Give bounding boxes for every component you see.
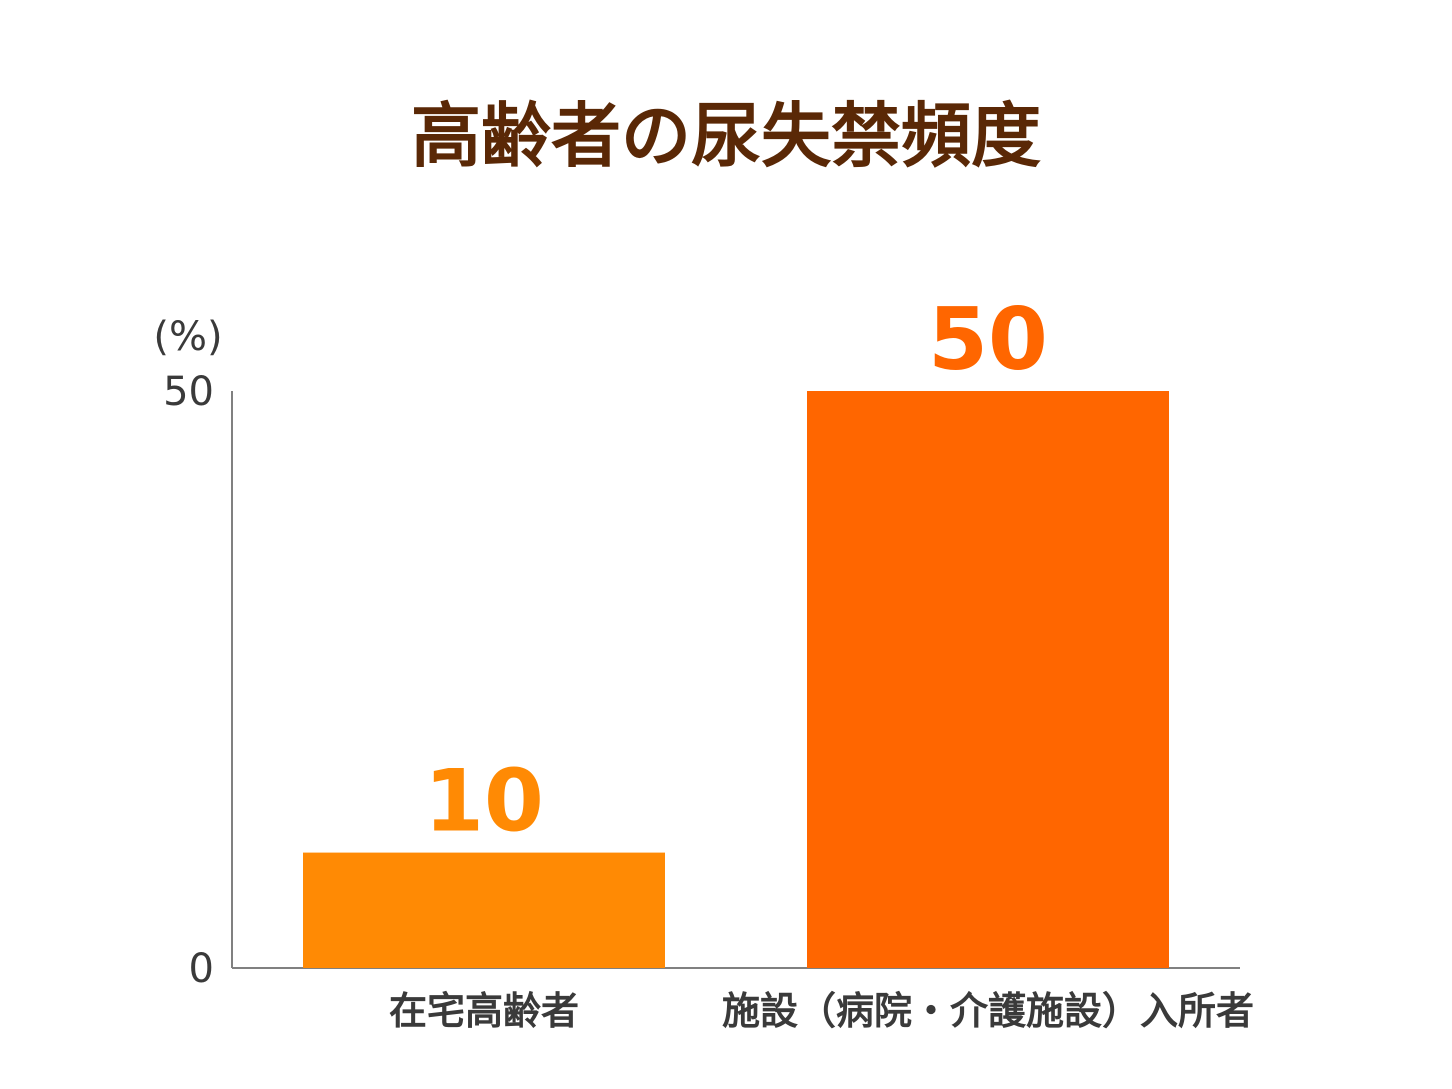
y-axis-ticks: 0 50 bbox=[163, 369, 214, 992]
bar bbox=[303, 852, 665, 968]
bar-value-label: 10 bbox=[424, 752, 544, 852]
y-axis-unit-label: (%) bbox=[153, 314, 222, 360]
category-label: 施設（病院・介護施設）入所者 bbox=[722, 989, 1254, 1033]
value-labels: 10 50 bbox=[424, 290, 1048, 852]
category-label: 在宅高齢者 bbox=[389, 989, 579, 1033]
y-tick-label: 0 bbox=[189, 946, 214, 992]
chart-title: 高齢者の尿失禁頻度 bbox=[411, 95, 1041, 177]
bars bbox=[303, 391, 1169, 968]
y-tick-label: 50 bbox=[163, 369, 214, 415]
bar-value-label: 50 bbox=[928, 290, 1048, 390]
bar bbox=[807, 391, 1169, 968]
category-labels: 在宅高齢者 施設（病院・介護施設）入所者 bbox=[389, 989, 1254, 1033]
